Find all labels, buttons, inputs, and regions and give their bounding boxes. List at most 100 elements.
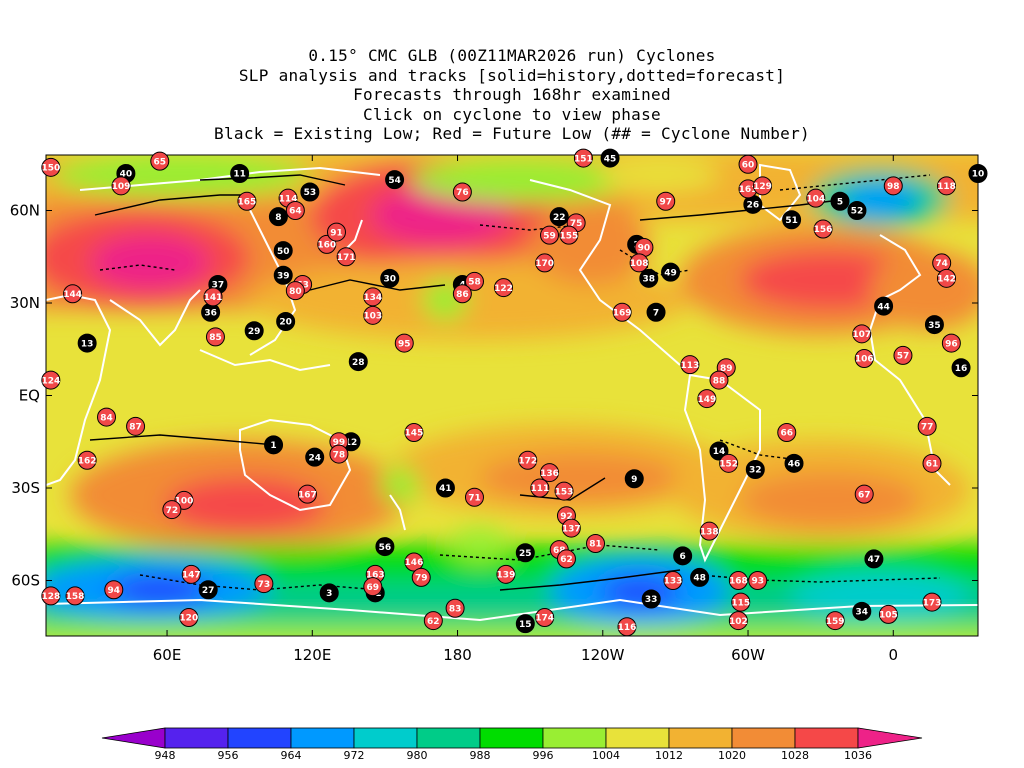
cyclone-marker[interactable]: 133 (663, 571, 683, 590)
cyclone-marker[interactable]: 27 (198, 580, 218, 600)
cyclone-marker[interactable]: 103 (363, 305, 383, 325)
cyclone-marker[interactable]: 172 (518, 450, 538, 470)
cyclone-marker[interactable]: 113 (680, 355, 700, 375)
cyclone-marker[interactable]: 152 (719, 453, 739, 473)
cyclone-marker[interactable]: 86 (452, 284, 472, 304)
cyclone-marker[interactable]: 88 (709, 370, 729, 390)
cyclone-marker[interactable]: 20 (276, 312, 296, 331)
cyclone-marker[interactable]: 16 (951, 358, 971, 378)
cyclone-marker[interactable]: 65 (150, 151, 170, 171)
cyclone-marker[interactable]: 91 (326, 222, 346, 242)
cyclone-marker[interactable]: 71 (464, 487, 484, 507)
cyclone-marker[interactable]: 9 (624, 469, 644, 489)
cyclone-marker[interactable]: 64 (285, 201, 305, 220)
cyclone-marker[interactable]: 118 (937, 176, 957, 196)
cyclone-marker[interactable]: 124 (41, 370, 61, 390)
cyclone-marker[interactable]: 153 (554, 481, 574, 501)
cyclone-marker[interactable]: 107 (852, 324, 872, 344)
cyclone-marker[interactable]: 98 (883, 176, 903, 196)
cyclone-marker[interactable]: 145 (404, 423, 424, 442)
cyclone-marker[interactable]: 56 (375, 537, 395, 557)
cyclone-marker[interactable]: 72 (162, 500, 182, 520)
cyclone-marker[interactable]: 128 (41, 586, 61, 606)
cyclone-marker[interactable]: 81 (586, 534, 606, 553)
cyclone-marker[interactable]: 62 (556, 549, 576, 569)
cyclone-marker[interactable]: 155 (559, 225, 579, 245)
cyclone-marker[interactable]: 61 (922, 453, 942, 473)
cyclone-marker[interactable]: 51 (782, 210, 802, 230)
cyclone-marker[interactable]: 105 (878, 604, 898, 624)
cyclone-marker[interactable]: 57 (893, 345, 913, 365)
cyclone-marker[interactable]: 13 (77, 333, 97, 353)
cyclone-marker[interactable]: 108 (629, 253, 649, 273)
cyclone-marker[interactable]: 69 (363, 577, 383, 597)
cyclone-marker[interactable]: 32 (745, 460, 765, 479)
cyclone-marker[interactable]: 136 (540, 463, 560, 483)
cyclone-marker[interactable]: 85 (205, 327, 225, 347)
cyclone-marker[interactable]: 104 (806, 188, 826, 208)
cyclone-marker[interactable]: 137 (561, 518, 581, 538)
cyclone-marker[interactable]: 170 (535, 253, 555, 273)
cyclone-marker[interactable]: 46 (784, 453, 804, 473)
cyclone-marker[interactable]: 58 (464, 271, 484, 291)
cyclone-marker[interactable]: 41 (435, 478, 455, 498)
cyclone-marker[interactable]: 142 (937, 268, 957, 288)
cyclone-marker[interactable]: 73 (254, 574, 274, 594)
cyclone-marker[interactable]: 29 (244, 321, 264, 341)
cyclone-marker[interactable]: 158 (65, 586, 85, 606)
cyclone-marker[interactable]: 39 (273, 265, 293, 285)
cyclone-marker[interactable]: 8 (268, 207, 288, 227)
cyclone-marker[interactable]: 62 (423, 611, 443, 631)
cyclone-marker[interactable]: 38 (639, 268, 659, 288)
cyclone-marker[interactable]: 47 (864, 549, 884, 569)
cyclone-marker[interactable]: 95 (394, 333, 414, 353)
cyclone-marker[interactable]: 102 (728, 611, 748, 631)
cyclone-marker[interactable]: 7 (646, 302, 666, 322)
cyclone-marker[interactable]: 97 (656, 191, 676, 211)
cyclone-marker[interactable]: 159 (825, 611, 845, 631)
cyclone-marker[interactable]: 60 (738, 154, 758, 174)
cyclone-marker[interactable]: 96 (941, 333, 961, 353)
cyclone-marker[interactable]: 84 (97, 407, 117, 427)
cyclone-marker[interactable]: 67 (854, 484, 874, 504)
cyclone-marker[interactable]: 45 (600, 148, 620, 168)
cyclone-marker[interactable]: 167 (297, 484, 317, 504)
cyclone-marker[interactable]: 53 (300, 182, 320, 202)
cyclone-marker[interactable]: 10 (968, 164, 988, 183)
cyclone-marker[interactable]: 147 (181, 564, 201, 584)
cyclone-marker[interactable]: 52 (847, 201, 867, 220)
cyclone-marker[interactable]: 122 (494, 278, 514, 298)
cyclone-marker[interactable]: 77 (917, 416, 937, 436)
cyclone-marker[interactable]: 165 (237, 191, 257, 211)
cyclone-marker[interactable]: 3 (319, 583, 339, 603)
cyclone-marker[interactable]: 34 (852, 601, 872, 621)
cyclone-marker[interactable]: 66 (777, 423, 797, 442)
cyclone-marker[interactable]: 76 (452, 182, 472, 202)
cyclone-marker[interactable]: 138 (699, 521, 719, 541)
cyclone-marker[interactable]: 120 (179, 608, 199, 627)
cyclone-marker[interactable]: 22 (549, 207, 569, 227)
cyclone-marker[interactable]: 106 (854, 349, 874, 368)
cyclone-marker[interactable]: 162 (77, 450, 97, 470)
cyclone-marker[interactable]: 168 (728, 571, 748, 590)
cyclone-marker[interactable]: 146 (404, 552, 424, 572)
cyclone-marker[interactable]: 139 (496, 564, 516, 584)
cyclone-marker[interactable]: 150 (41, 157, 61, 177)
cyclone-marker[interactable]: 169 (612, 302, 632, 322)
cyclone-marker[interactable]: 174 (535, 608, 555, 627)
cyclone-marker[interactable]: 111 (530, 478, 550, 498)
cyclone-marker[interactable]: 74 (932, 253, 952, 273)
cyclone-marker[interactable]: 54 (385, 170, 405, 190)
cyclone-marker[interactable]: 144 (63, 284, 83, 304)
cyclone-marker[interactable]: 94 (104, 580, 124, 600)
cyclone-marker[interactable]: 5 (830, 191, 850, 211)
cyclone-marker[interactable]: 87 (126, 416, 146, 436)
cyclone-marker[interactable]: 6 (673, 546, 693, 566)
cyclone-marker[interactable]: 59 (540, 225, 560, 245)
cyclone-marker[interactable]: 151 (573, 148, 593, 168)
cyclone-marker[interactable]: 50 (273, 241, 293, 261)
cyclone-marker[interactable]: 171 (336, 247, 356, 267)
cyclone-marker[interactable]: 25 (515, 543, 535, 563)
cyclone-marker[interactable]: 149 (697, 389, 717, 409)
cyclone-marker[interactable]: 11 (230, 164, 250, 183)
